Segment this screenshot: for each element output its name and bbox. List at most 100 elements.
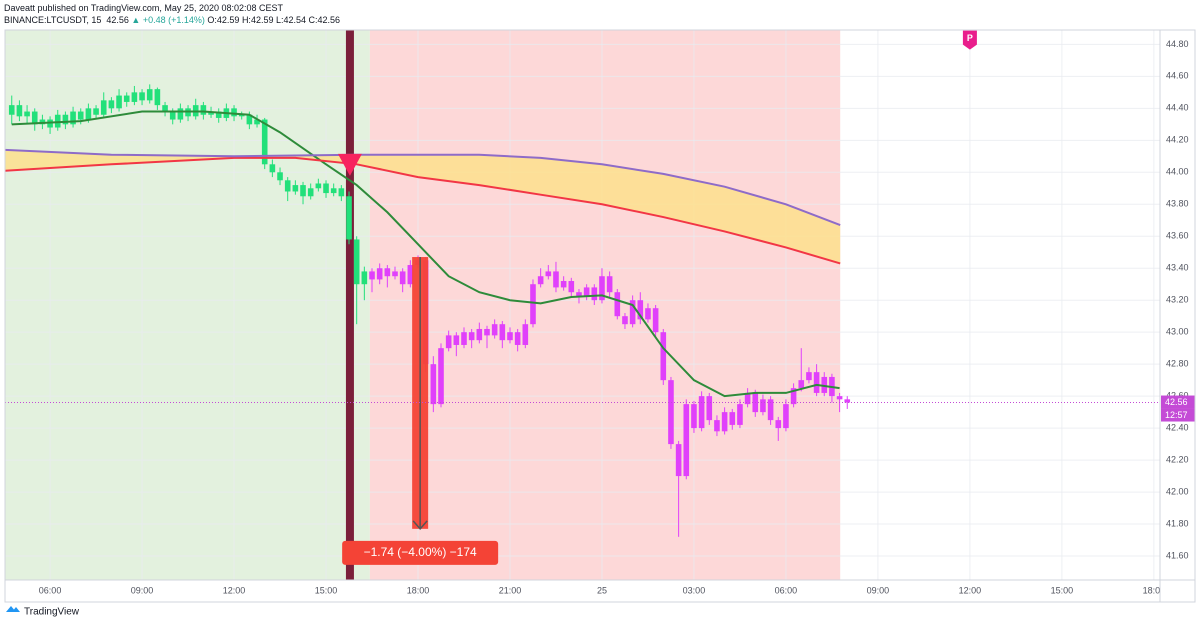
candle-body: [77, 111, 84, 120]
y-tick-label: 44.20: [1166, 135, 1189, 145]
candle-body: [468, 332, 475, 341]
candle-body: [560, 281, 567, 288]
candle-body: [31, 111, 38, 125]
signal-bar: [345, 30, 354, 580]
candle-body: [438, 348, 444, 405]
brand: TradingView: [24, 607, 80, 618]
flag: [962, 30, 977, 50]
y-tick-label: 44.40: [1166, 103, 1189, 113]
candle-body: [93, 108, 99, 115]
symbol-line: BINANCE:LTCUSDT, 15 42.56 ▲ +0.48 (+1.14…: [4, 15, 340, 25]
flag-label: P: [967, 33, 973, 43]
ma-line: [11, 110, 840, 398]
candle-body: [821, 376, 828, 393]
y-tick-label: 41.80: [1166, 518, 1189, 528]
high: H:42.59: [241, 15, 274, 25]
candle-body: [200, 105, 207, 115]
candle-body: [614, 292, 621, 317]
candle-body: [292, 185, 299, 192]
x-tick-label: 03:00: [683, 585, 706, 595]
candle-body: [47, 119, 53, 128]
brand-logo: [6, 606, 20, 612]
candle-body: [714, 420, 720, 432]
candle-body: [70, 111, 76, 125]
candle-body: [530, 284, 536, 325]
candle-body: [192, 105, 199, 117]
frame: [4, 29, 1196, 603]
candle-body: [24, 111, 30, 117]
candle-body: [767, 399, 774, 421]
candle-body: [169, 111, 176, 120]
zone: [5, 30, 370, 580]
last-price-tag: [1161, 395, 1195, 409]
candle-body: [660, 332, 667, 381]
candle-body: [491, 324, 498, 336]
x-tick-label: 12:00: [223, 585, 246, 595]
x-tick-label: 18:00: [407, 585, 430, 595]
symbol: BINANCE:LTCUSDT, 15: [4, 15, 102, 25]
x-tick-label: 09:00: [867, 585, 890, 595]
candle-body: [698, 396, 705, 429]
candle-body: [668, 380, 674, 445]
candle-body: [131, 92, 138, 102]
candle-body: [330, 188, 337, 194]
candle-body: [760, 399, 766, 413]
candle-body: [514, 332, 521, 345]
candle-body: [729, 412, 736, 425]
candle-body: [522, 324, 529, 345]
zone: [369, 30, 841, 580]
candle-body: [39, 119, 46, 125]
candle-body: [108, 100, 115, 109]
candle-body: [231, 108, 237, 117]
candle-body: [254, 119, 260, 125]
candle-body: [277, 172, 283, 181]
candle-body: [177, 108, 184, 120]
y-tick-label: 44.80: [1166, 39, 1189, 49]
candle-body: [8, 105, 15, 115]
candle-body: [568, 281, 575, 293]
candle-body: [154, 89, 161, 106]
candle-body: [675, 444, 682, 477]
signal-marker: [337, 153, 362, 176]
candle-body: [376, 268, 383, 280]
candle-body: [139, 92, 145, 101]
candle-body: [737, 404, 743, 425]
candle-body: [706, 396, 713, 421]
y-tick-label: 42.80: [1166, 359, 1189, 369]
candle-body: [752, 392, 759, 413]
candle-body: [591, 287, 598, 301]
cloud-fill: [5, 149, 841, 264]
candle-body: [384, 268, 391, 277]
candle-body: [185, 108, 191, 117]
candle-body: [553, 271, 559, 288]
candle-body: [407, 265, 414, 285]
candle-body: [629, 300, 636, 325]
candle-body: [353, 239, 360, 285]
candle-body: [162, 105, 168, 112]
y-tick-label: 42.40: [1166, 422, 1189, 432]
candle-body: [361, 271, 368, 285]
candle-body: [829, 376, 835, 397]
candle-body: [798, 380, 805, 389]
countdown-tag: [1161, 408, 1195, 422]
change: ▲ +0.48 (+1.14%): [131, 15, 205, 25]
candle-body: [476, 328, 483, 341]
candle-body: [315, 183, 322, 189]
candle-body: [836, 396, 843, 400]
candle-body: [146, 89, 153, 101]
candle-body: [445, 335, 452, 349]
candle-body: [246, 114, 253, 125]
candle-body: [116, 95, 122, 109]
y-tick-label: 43.20: [1166, 295, 1189, 305]
candle-body: [422, 260, 429, 365]
y-tick-label: 42.20: [1166, 454, 1189, 464]
y-tick-label: 42.60: [1166, 391, 1189, 401]
candle-body: [85, 108, 92, 120]
candle-body: [652, 308, 659, 333]
y-tick-label: 43.40: [1166, 263, 1189, 273]
candle-body: [537, 276, 544, 285]
candle-body: [637, 300, 644, 320]
y-tick-label: 44.00: [1166, 167, 1189, 177]
y-tick-label: 41.60: [1166, 550, 1189, 560]
